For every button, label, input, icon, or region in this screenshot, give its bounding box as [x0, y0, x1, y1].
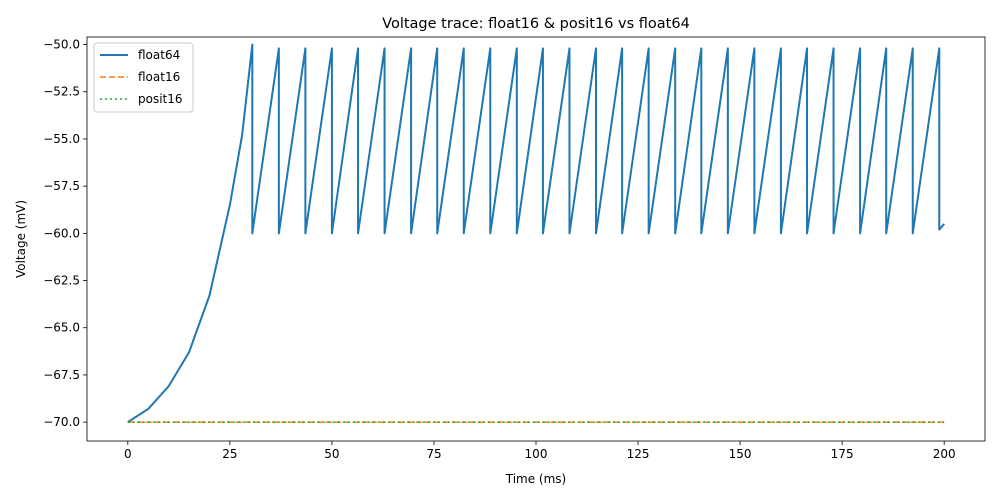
x-tick-label: 75 — [426, 447, 441, 461]
x-tick-label: 175 — [831, 447, 854, 461]
legend-box — [93, 42, 194, 113]
x-tick-label: 125 — [627, 447, 650, 461]
x-axis-title: Time (ms) — [505, 472, 567, 486]
y-tick-label: −70.0 — [43, 415, 80, 429]
legend-label-posit16: posit16 — [138, 92, 183, 106]
y-tick-label: −67.5 — [43, 368, 80, 382]
legend: float64 float16 posit16 — [93, 42, 194, 113]
x-axis-ticks: 0 25 50 75 100 125 150 175 200 — [124, 441, 956, 461]
y-tick-label: −62.5 — [43, 274, 80, 288]
series-layer — [127, 43, 945, 423]
y-tick-label: −52.5 — [43, 85, 80, 99]
plot-frame — [86, 36, 986, 442]
series-line-float64 — [127, 43, 945, 423]
chart-title: Voltage trace: float16 & posit16 vs floa… — [382, 16, 690, 32]
x-tick-label: 150 — [729, 447, 752, 461]
x-tick-label: 25 — [222, 447, 237, 461]
legend-label-float16: float16 — [138, 70, 180, 84]
x-tick-label: 0 — [124, 447, 132, 461]
y-axis-title: Voltage (mV) — [14, 200, 28, 278]
y-tick-label: −65.0 — [43, 321, 80, 335]
y-axis-ticks: −70.0 −67.5 −65.0 −62.5 −60.0 −57.5 −55.0 −52.5… — [43, 38, 87, 429]
y-tick-label: −55.0 — [43, 132, 80, 146]
y-tick-label: −60.0 — [43, 226, 80, 240]
y-tick-label: −50.0 — [43, 38, 80, 52]
x-tick-label: 200 — [933, 447, 956, 461]
x-tick-label: 100 — [525, 447, 548, 461]
x-tick-label: 50 — [324, 447, 339, 461]
legend-label-float64: float64 — [138, 48, 180, 62]
y-tick-label: −57.5 — [43, 179, 80, 193]
